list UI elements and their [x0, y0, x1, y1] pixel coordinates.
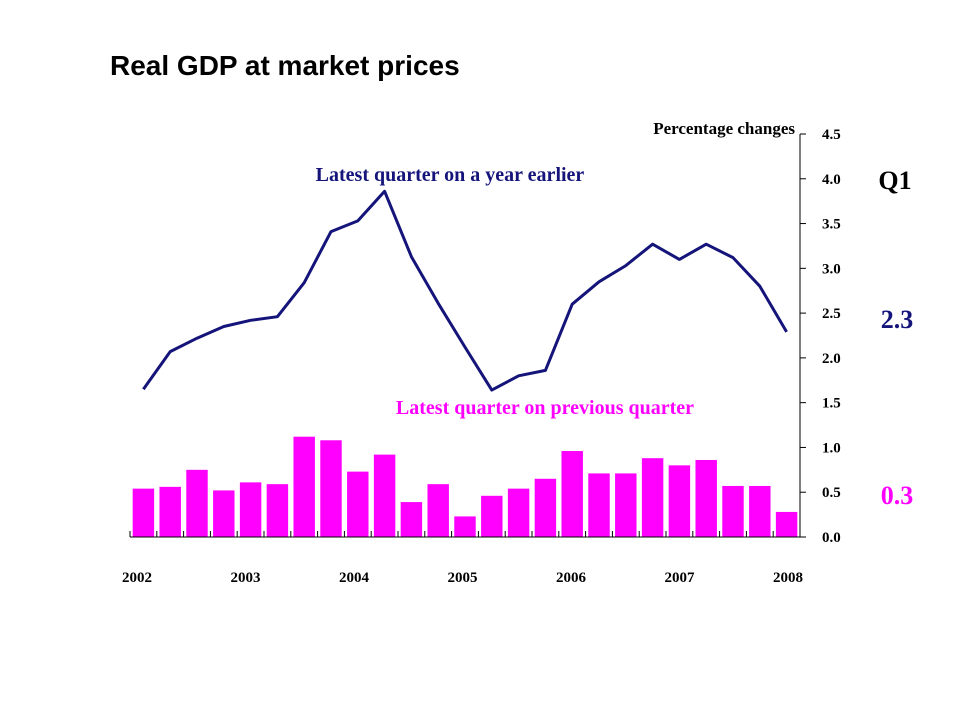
bar — [749, 485, 771, 537]
bar — [159, 486, 181, 537]
bar — [615, 473, 637, 537]
y-tick-label: 1.0 — [822, 440, 841, 456]
period-label: Q1 — [878, 166, 911, 195]
bar — [320, 440, 342, 537]
bar — [695, 459, 717, 537]
bar — [266, 484, 289, 537]
bar — [641, 458, 664, 537]
legend-bar-series: Latest quarter on previous quarter — [396, 397, 694, 419]
bar — [481, 495, 503, 537]
line-series — [142, 189, 788, 392]
x-tick-label: 2005 — [448, 570, 478, 586]
bar — [561, 451, 583, 537]
bar — [534, 478, 557, 537]
bar — [427, 484, 449, 537]
bar — [293, 436, 315, 537]
bar — [775, 511, 798, 537]
bar — [132, 488, 155, 537]
x-axis: 2002 2003 2004 2005 2006 2007 2008 — [122, 531, 803, 586]
bar — [400, 502, 423, 537]
bar-latest-value: 0.3 — [881, 481, 914, 510]
bar-series — [132, 436, 798, 537]
bar — [373, 454, 396, 537]
chart-title: Real GDP at market prices — [110, 50, 460, 81]
bar — [239, 482, 262, 537]
y-axis: 0.0 0.5 1.0 1.5 2.0 2.5 3.0 3.5 4.0 4.5 — [799, 127, 841, 546]
y-tick-label: 3.5 — [822, 217, 841, 233]
y-tick-label: 4.5 — [822, 127, 841, 143]
bar — [454, 516, 476, 537]
bar — [213, 490, 235, 537]
y-tick-label: 2.0 — [822, 351, 841, 367]
y-tick-label: 4.0 — [822, 172, 841, 188]
bar — [668, 465, 691, 537]
y-tick-label: 0.5 — [822, 485, 841, 501]
x-tick-label: 2006 — [556, 570, 587, 586]
y-tick-label: 2.5 — [822, 306, 841, 322]
legend-line-series: Latest quarter on a year earlier — [316, 164, 585, 186]
bar — [507, 488, 530, 537]
bar — [347, 471, 369, 537]
x-tick-label: 2007 — [665, 570, 696, 586]
bar — [186, 469, 208, 537]
bar — [722, 485, 744, 537]
bar — [588, 473, 610, 537]
x-tick-label: 2003 — [231, 570, 261, 586]
x-tick-label: 2002 — [122, 570, 152, 586]
y-tick-label: 0.0 — [822, 530, 841, 546]
y-tick-label: 1.5 — [822, 396, 841, 412]
x-tick-label: 2008 — [773, 570, 803, 586]
line-latest-value: 2.3 — [881, 305, 914, 334]
x-tick-label: 2004 — [339, 570, 370, 586]
y-axis-label: Percentage changes — [653, 119, 795, 138]
series-line — [142, 189, 788, 392]
y-tick-label: 3.0 — [822, 261, 841, 277]
